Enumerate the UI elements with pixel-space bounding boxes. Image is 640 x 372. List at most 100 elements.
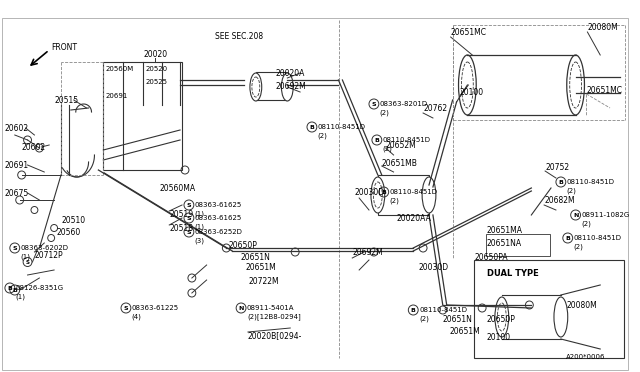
Text: 20525: 20525	[146, 79, 168, 85]
Text: 08110-8451D: 08110-8451D	[567, 179, 615, 185]
Text: 20650P: 20650P	[486, 315, 515, 324]
Text: 20030D: 20030D	[354, 187, 385, 196]
Text: B: B	[374, 138, 380, 142]
Text: (1): (1)	[195, 211, 205, 217]
Text: (3): (3)	[195, 238, 205, 244]
Text: 20100: 20100	[460, 87, 484, 96]
Text: 20651M: 20651M	[245, 263, 276, 273]
Text: 08110-8451D: 08110-8451D	[318, 124, 366, 130]
Bar	[103, 62, 182, 170]
Text: 20519: 20519	[169, 209, 193, 218]
Text: 20520: 20520	[146, 66, 168, 72]
Ellipse shape	[458, 55, 476, 115]
Text: A200*0006: A200*0006	[566, 354, 605, 360]
Text: 08126-8351G: 08126-8351G	[16, 285, 64, 291]
Text: 20020AA: 20020AA	[397, 214, 431, 222]
Text: 20020B[0294-: 20020B[0294-	[248, 331, 302, 340]
Text: 20100: 20100	[486, 334, 510, 343]
Text: 20651MA: 20651MA	[486, 225, 522, 234]
Text: 08363-8201D: 08363-8201D	[380, 101, 428, 107]
Text: (2): (2)	[419, 316, 429, 322]
Text: 20712P: 20712P	[35, 250, 63, 260]
Text: 20602: 20602	[22, 142, 46, 151]
Text: 08363-61625: 08363-61625	[195, 202, 242, 208]
Text: 20080M: 20080M	[567, 301, 598, 310]
Bar	[256, 72, 287, 100]
Text: 20030D: 20030D	[418, 263, 448, 273]
Text: 08911-5401A: 08911-5401A	[247, 305, 294, 311]
Text: 08110-8451D: 08110-8451D	[383, 137, 431, 143]
Text: (1): (1)	[16, 294, 26, 300]
Text: 20518: 20518	[169, 224, 193, 232]
Text: (2): (2)	[567, 188, 577, 194]
Ellipse shape	[250, 73, 262, 101]
Text: 20020: 20020	[143, 49, 168, 58]
Text: 08363-61625: 08363-61625	[195, 215, 242, 221]
Text: N: N	[238, 305, 244, 311]
Text: 08363-61225: 08363-61225	[132, 305, 179, 311]
Text: 20722M: 20722M	[249, 278, 280, 286]
Text: B: B	[411, 308, 416, 312]
Text: (2): (2)	[383, 146, 392, 152]
Text: B: B	[565, 235, 570, 241]
Text: 08110-8451D: 08110-8451D	[390, 189, 438, 195]
Text: 20650P: 20650P	[228, 241, 257, 250]
Text: (1): (1)	[195, 224, 205, 230]
Text: B: B	[310, 125, 314, 129]
Text: 20651NA: 20651NA	[486, 238, 521, 247]
Text: 08110-8451D: 08110-8451D	[573, 235, 621, 241]
Text: 20515: 20515	[54, 96, 78, 105]
Text: S: S	[187, 202, 191, 208]
Text: B: B	[559, 180, 563, 185]
Text: 08911-1082G: 08911-1082G	[582, 212, 630, 218]
Text: S: S	[187, 215, 191, 221]
Text: (2): (2)	[582, 221, 591, 227]
Text: 20652M: 20652M	[386, 141, 417, 150]
Text: N: N	[573, 212, 579, 218]
Ellipse shape	[554, 297, 568, 337]
Text: 20691: 20691	[5, 160, 29, 170]
Text: S: S	[26, 260, 29, 264]
Text: (1): (1)	[20, 254, 31, 260]
Text: 08363-6252D: 08363-6252D	[195, 229, 243, 235]
Text: 20560MA: 20560MA	[159, 183, 196, 192]
Text: 08110-8451D: 08110-8451D	[419, 307, 467, 313]
Text: 20692M: 20692M	[275, 81, 307, 90]
Text: 20650PA: 20650PA	[474, 253, 508, 262]
Text: S: S	[187, 230, 191, 234]
Text: 20692M: 20692M	[352, 247, 383, 257]
Ellipse shape	[282, 73, 293, 101]
Text: 20651N: 20651N	[240, 253, 270, 263]
Text: 20020A: 20020A	[275, 68, 305, 77]
Text: 20602: 20602	[5, 124, 29, 132]
Text: 20691: 20691	[106, 93, 127, 99]
Text: 20651MB: 20651MB	[382, 158, 418, 167]
Bar	[378, 175, 429, 215]
Ellipse shape	[422, 177, 436, 213]
Text: FRONT: FRONT	[51, 42, 77, 51]
Text: SEE SEC.208: SEE SEC.208	[214, 32, 262, 41]
Text: (4): (4)	[132, 314, 141, 320]
Text: 20080M: 20080M	[588, 22, 618, 32]
Bar	[474, 260, 624, 358]
Text: S: S	[12, 246, 17, 250]
Text: 20510: 20510	[61, 215, 85, 224]
Text: (2): (2)	[390, 198, 399, 204]
Ellipse shape	[567, 55, 584, 115]
Text: 20651M: 20651M	[450, 327, 481, 336]
Text: 20675: 20675	[5, 189, 29, 198]
Text: (2)[12B8-0294]: (2)[12B8-0294]	[247, 314, 301, 320]
Ellipse shape	[495, 297, 509, 337]
Text: S: S	[372, 102, 376, 106]
Text: 20752: 20752	[545, 163, 569, 171]
Text: 20560: 20560	[56, 228, 81, 237]
Bar	[486, 234, 550, 256]
Text: (2): (2)	[318, 133, 328, 139]
Text: (2): (2)	[573, 244, 584, 250]
Text: 20682M: 20682M	[544, 196, 575, 205]
Text: 20651MC: 20651MC	[586, 86, 623, 94]
Text: (2): (2)	[380, 110, 390, 116]
Text: B: B	[381, 189, 386, 195]
Text: B: B	[12, 288, 17, 292]
Text: B: B	[8, 285, 12, 291]
